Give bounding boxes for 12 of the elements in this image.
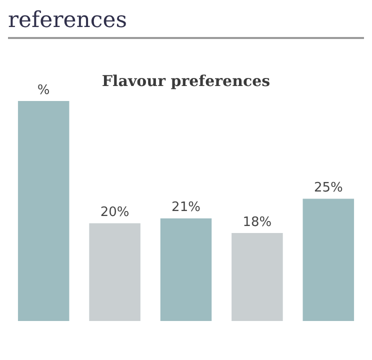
- bar: [18, 101, 70, 321]
- data-label: 25%: [314, 180, 343, 196]
- data-label: %: [37, 82, 50, 98]
- data-label: 21%: [172, 200, 200, 216]
- data-label: 18%: [242, 214, 272, 230]
- bar: [232, 233, 283, 321]
- bar: [160, 218, 212, 321]
- chart-title: Flavour preferences: [102, 72, 270, 90]
- text: references: [8, 8, 364, 39]
- bar: [89, 223, 140, 321]
- data-label: 20%: [100, 205, 130, 220]
- bar: [302, 198, 354, 321]
